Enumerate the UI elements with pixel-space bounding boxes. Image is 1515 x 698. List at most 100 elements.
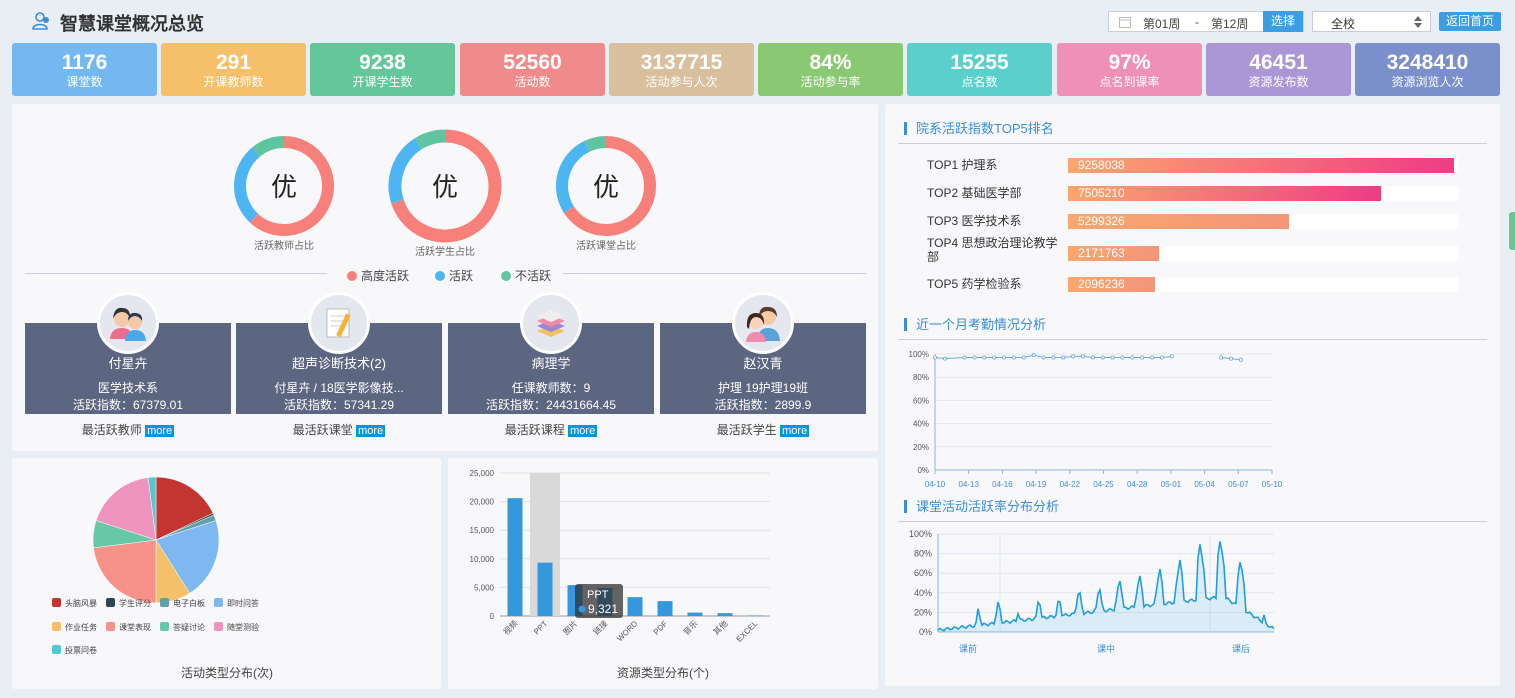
user-group-icon — [32, 12, 49, 30]
caption-text: 最活跃学生 — [716, 423, 777, 437]
document-pencil-icon — [326, 308, 351, 338]
y-tick-label: 40% — [914, 588, 932, 598]
stat-label: 点名数 — [961, 75, 998, 89]
stat-value: 291 — [215, 51, 252, 74]
attendance-point — [1229, 356, 1234, 361]
y-tick-label: 60% — [913, 396, 929, 405]
legend-label: 随堂测验 — [227, 623, 259, 632]
legend-swatch — [160, 622, 169, 631]
stat-label: 开课学生数 — [352, 75, 413, 89]
y-tick-label: 0% — [919, 627, 932, 637]
ranking-bar — [1068, 214, 1289, 229]
caption-course: 最活跃课程 more — [448, 421, 654, 438]
select-arrows-icon — [1414, 16, 1422, 28]
attendance-title: 近一个月考勤情况分析 — [904, 318, 1046, 331]
x-tick-label: 04-22 — [1060, 480, 1081, 489]
bar[interactable] — [657, 601, 673, 616]
section-divider — [898, 339, 1487, 340]
x-tick-label: 04-16 — [992, 480, 1013, 489]
week-separator: - — [1195, 15, 1199, 29]
school-select[interactable]: 全校 — [1312, 11, 1431, 32]
attendance-point — [1061, 355, 1066, 360]
card-name: 超声诊断技术(2) — [292, 356, 386, 371]
legend-swatch — [214, 622, 223, 631]
stat-label: 活动参与率 — [800, 75, 861, 89]
x-tick-label: PDF — [652, 619, 670, 637]
donut-label-teachers: 活跃教师占比 — [254, 241, 314, 252]
more-courses-link[interactable]: more — [568, 425, 598, 437]
ranking-label: TOP2 基础医学部 — [927, 186, 1022, 200]
x-tick-label: PPT — [532, 619, 549, 636]
legend-inactive: 不活跃 — [501, 267, 551, 284]
card-name: 付星卉 — [108, 356, 148, 371]
bar[interactable] — [627, 597, 643, 616]
bar[interactable] — [687, 612, 703, 616]
x-tick-label: WORD — [615, 619, 639, 643]
x-tick-label: 04-28 — [1127, 480, 1148, 489]
bar[interactable] — [507, 498, 523, 616]
week-range-picker[interactable]: 第01周 - 第12周 选择 — [1108, 11, 1304, 32]
legend-swatch — [52, 598, 61, 607]
attendance-point — [1169, 354, 1174, 359]
bar[interactable] — [747, 615, 763, 616]
books-stack-icon — [537, 310, 565, 337]
card-index: 活跃指数：67379.01 — [72, 398, 184, 412]
attendance-point — [1071, 354, 1076, 359]
card-name: 赵汉青 — [743, 356, 783, 371]
attendance-point — [1011, 355, 1016, 360]
week-select-button[interactable]: 选择 — [1263, 11, 1303, 32]
card-index: 活跃指数：57341.29 — [283, 398, 395, 412]
legend-swatch — [106, 622, 115, 631]
calendar-icon — [1119, 17, 1131, 28]
stat-value: 52560 — [503, 51, 562, 74]
donut-label-students: 活跃学生占比 — [415, 247, 475, 258]
ranking-bar — [1068, 186, 1381, 201]
attendance-point — [1031, 353, 1036, 358]
more-classes-link[interactable]: more — [356, 425, 386, 437]
pie-legend-item: 课堂表现 — [106, 622, 151, 633]
tooltip-value: 9,321 — [588, 602, 618, 616]
bar[interactable] — [537, 562, 553, 616]
y-tick-label: 25,000 — [470, 469, 495, 478]
teacher-avatar — [97, 292, 159, 354]
donut-segment-high — [563, 136, 656, 236]
donut-label-classes: 活跃课堂占比 — [576, 241, 636, 252]
pie-slice — [155, 476, 214, 541]
bar[interactable] — [717, 613, 733, 616]
donut-charts: 优优优 — [234, 129, 656, 243]
ranking-value: 9258038 — [1078, 158, 1125, 172]
legend-label: 投票问卷 — [65, 646, 97, 655]
legend-high-active: 高度活跃 — [347, 267, 409, 284]
y-tick-label: 0 — [490, 612, 495, 621]
legend-divider-right — [563, 273, 866, 274]
y-tick-label: 10,000 — [470, 555, 495, 564]
school-select-value: 全校 — [1331, 17, 1356, 31]
dept-ranking-title: 院系活跃指数TOP5排名 — [904, 122, 1054, 135]
donut-center-grade: 优 — [593, 172, 619, 202]
stat-label: 资源发布数 — [1248, 75, 1309, 89]
more-students-link[interactable]: more — [780, 425, 810, 437]
card-name: 病理学 — [531, 356, 571, 371]
legend-dot — [347, 271, 357, 281]
side-drawer-handle[interactable] — [1509, 212, 1515, 250]
y-tick-label: 100% — [909, 529, 932, 539]
y-tick-label: 20% — [913, 443, 929, 452]
attendance-point — [992, 355, 997, 360]
ranking-value: 2171763 — [1078, 246, 1125, 260]
week-to[interactable]: 第12周 — [1211, 17, 1249, 31]
x-tick-label: EXCEL — [734, 619, 759, 644]
x-tick-label: 04-13 — [958, 480, 979, 489]
section-divider — [898, 143, 1487, 144]
attendance-point — [1100, 355, 1105, 360]
legend-label: 电子白板 — [173, 599, 205, 608]
attendance-line-chart: 0% 20% 40% 60% 80% 100% 04-10 04-13 04-16 04-19 04… — [909, 350, 1283, 489]
resource-caption: 资源类型分布(个) — [617, 666, 709, 680]
legend-dot — [501, 271, 511, 281]
attendance-point — [1090, 355, 1095, 360]
attendance-point — [1051, 355, 1056, 360]
page-title: 智慧课堂概况总览 — [60, 14, 204, 34]
week-from[interactable]: 第01周 — [1143, 17, 1181, 31]
home-button[interactable]: 返回首页 — [1439, 12, 1501, 31]
more-teachers-link[interactable]: more — [145, 425, 175, 437]
legend-dot — [435, 271, 445, 281]
